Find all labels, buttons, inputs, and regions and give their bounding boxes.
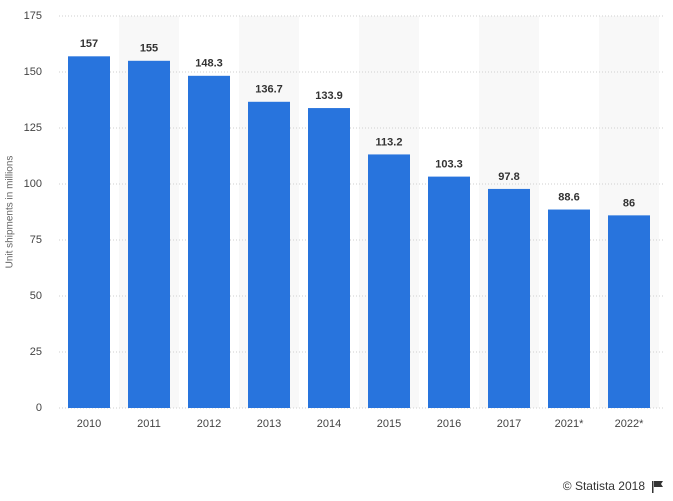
bar — [608, 215, 650, 408]
value-label: 103.3 — [435, 159, 463, 171]
y-tick-label: 50 — [30, 290, 42, 302]
y-tick-label: 150 — [24, 66, 42, 78]
x-tick-label: 2013 — [257, 418, 281, 430]
value-label: 155 — [140, 43, 158, 55]
x-tick-label: 2022* — [615, 418, 644, 430]
x-tick-label: 2021* — [555, 418, 584, 430]
flag-icon[interactable] — [652, 481, 663, 493]
x-tick-label: 2010 — [77, 418, 101, 430]
y-tick-label: 25 — [30, 346, 42, 358]
bar — [248, 101, 290, 409]
bar — [488, 188, 530, 408]
value-label: 148.3 — [195, 58, 223, 70]
y-tick-label: 75 — [30, 234, 42, 246]
bar — [308, 108, 350, 409]
x-tick-label: 2014 — [317, 418, 341, 430]
y-tick-label: 175 — [24, 10, 42, 22]
y-tick-label: 125 — [24, 122, 42, 134]
source[interactable]: © Statista 2018 — [563, 479, 646, 493]
flag-pole — [652, 481, 654, 493]
y-axis-label: Unit shipments in millions — [5, 156, 16, 269]
y-tick-label: 100 — [24, 178, 42, 190]
value-label: 136.7 — [255, 84, 283, 96]
value-label: 86 — [623, 197, 635, 209]
bar — [68, 56, 110, 408]
bar — [548, 209, 590, 408]
value-label: 157 — [80, 38, 98, 50]
value-label: 88.6 — [558, 191, 579, 203]
bar — [188, 75, 230, 409]
value-label: 133.9 — [315, 90, 343, 102]
flag — [654, 481, 663, 487]
bar — [428, 176, 470, 408]
x-tick-label: 2012 — [197, 418, 221, 430]
bar — [368, 154, 410, 408]
x-tick-label: 2017 — [497, 418, 521, 430]
y-tick-label: 0 — [36, 402, 42, 414]
value-label: 97.8 — [498, 171, 519, 183]
value-label: 113.2 — [376, 136, 403, 148]
x-tick-label: 2016 — [437, 418, 461, 430]
bar — [128, 60, 170, 409]
x-tick-label: 2015 — [377, 418, 401, 430]
x-tick-label: 2011 — [137, 418, 161, 430]
